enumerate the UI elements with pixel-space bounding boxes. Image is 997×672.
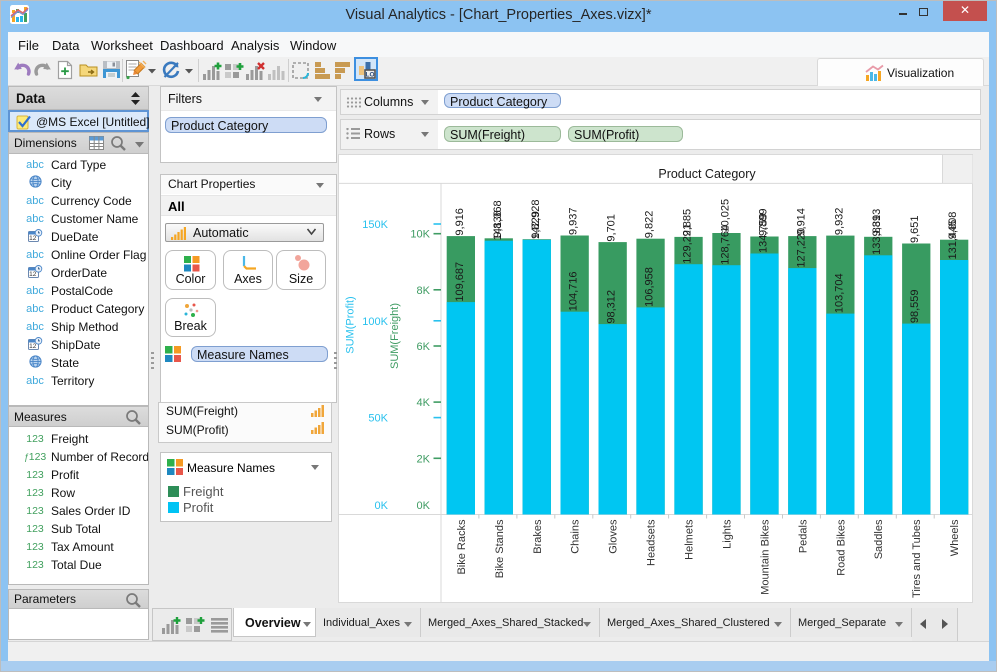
svg-text:Headsets: Headsets: [646, 519, 658, 566]
svg-text:0K: 0K: [375, 500, 389, 512]
svg-text:128,764: 128,764: [719, 225, 731, 265]
svg-text:134,759: 134,759: [757, 213, 769, 253]
svg-text:127,220: 127,220: [795, 228, 807, 268]
svg-text:104,716: 104,716: [568, 271, 580, 311]
svg-text:2K: 2K: [417, 453, 431, 465]
svg-text:9,808: 9,808: [947, 212, 959, 240]
svg-text:0K: 0K: [417, 500, 431, 512]
svg-text:9,914: 9,914: [795, 208, 807, 236]
svg-text:12: 12: [29, 343, 37, 350]
svg-text:Wheels: Wheels: [949, 519, 961, 556]
svg-text:106,958: 106,958: [644, 267, 656, 307]
svg-text:9,885: 9,885: [682, 209, 694, 237]
svg-text:9,937: 9,937: [568, 207, 580, 235]
svg-text:SUM(Profit): SUM(Profit): [345, 296, 357, 353]
svg-text:Bike Racks: Bike Racks: [456, 519, 468, 575]
svg-text:Product Category: Product Category: [658, 167, 756, 181]
svg-text:6K: 6K: [417, 341, 431, 353]
svg-text:Chains: Chains: [570, 519, 582, 554]
svg-text:Pedals: Pedals: [797, 519, 809, 553]
svg-text:9,932: 9,932: [833, 208, 845, 236]
svg-text:98,559: 98,559: [909, 289, 921, 323]
svg-text:Bike Stands: Bike Stands: [494, 519, 506, 578]
svg-text:9,822: 9,822: [644, 211, 656, 239]
svg-text:109,687: 109,687: [454, 262, 466, 302]
svg-text:9,829: 9,829: [530, 211, 542, 239]
svg-text:98,312: 98,312: [606, 290, 618, 324]
svg-text:50K: 50K: [368, 413, 388, 425]
svg-text:Tires and Tubes: Tires and Tubes: [911, 519, 923, 598]
svg-text:9,838: 9,838: [492, 210, 504, 238]
svg-text:9,916: 9,916: [454, 208, 466, 236]
svg-text:4K: 4K: [417, 397, 431, 409]
svg-text:12: 12: [29, 271, 37, 278]
svg-text:9,701: 9,701: [606, 214, 618, 242]
svg-text:129,221: 129,221: [682, 224, 694, 264]
svg-text:10K: 10K: [410, 229, 430, 241]
svg-text:Gloves: Gloves: [608, 519, 620, 554]
svg-text:133,831: 133,831: [871, 215, 883, 255]
svg-text:141,368: 141,368: [492, 200, 504, 240]
svg-text:SUM(Freight): SUM(Freight): [389, 303, 401, 369]
svg-text:100K: 100K: [362, 316, 388, 328]
svg-text:142,928: 142,928: [530, 200, 542, 240]
svg-text:9,651: 9,651: [909, 215, 921, 243]
svg-text:LO: LO: [365, 72, 374, 79]
svg-text:Brakes: Brakes: [532, 519, 544, 554]
svg-text:Road Bikes: Road Bikes: [835, 519, 847, 576]
svg-text:131,445: 131,445: [947, 220, 959, 260]
svg-text:10,025: 10,025: [719, 199, 731, 233]
svg-text:8K: 8K: [417, 285, 431, 297]
svg-text:103,704: 103,704: [833, 273, 845, 313]
svg-text:9,899: 9,899: [757, 208, 769, 236]
svg-text:9,893: 9,893: [871, 209, 883, 237]
svg-text:12: 12: [29, 235, 37, 242]
svg-text:150K: 150K: [362, 219, 388, 231]
svg-text:Lights: Lights: [721, 519, 733, 549]
svg-text:Helmets: Helmets: [684, 519, 696, 560]
svg-text:Mountain Bikes: Mountain Bikes: [759, 519, 771, 595]
svg-text:Saddles: Saddles: [873, 519, 885, 559]
